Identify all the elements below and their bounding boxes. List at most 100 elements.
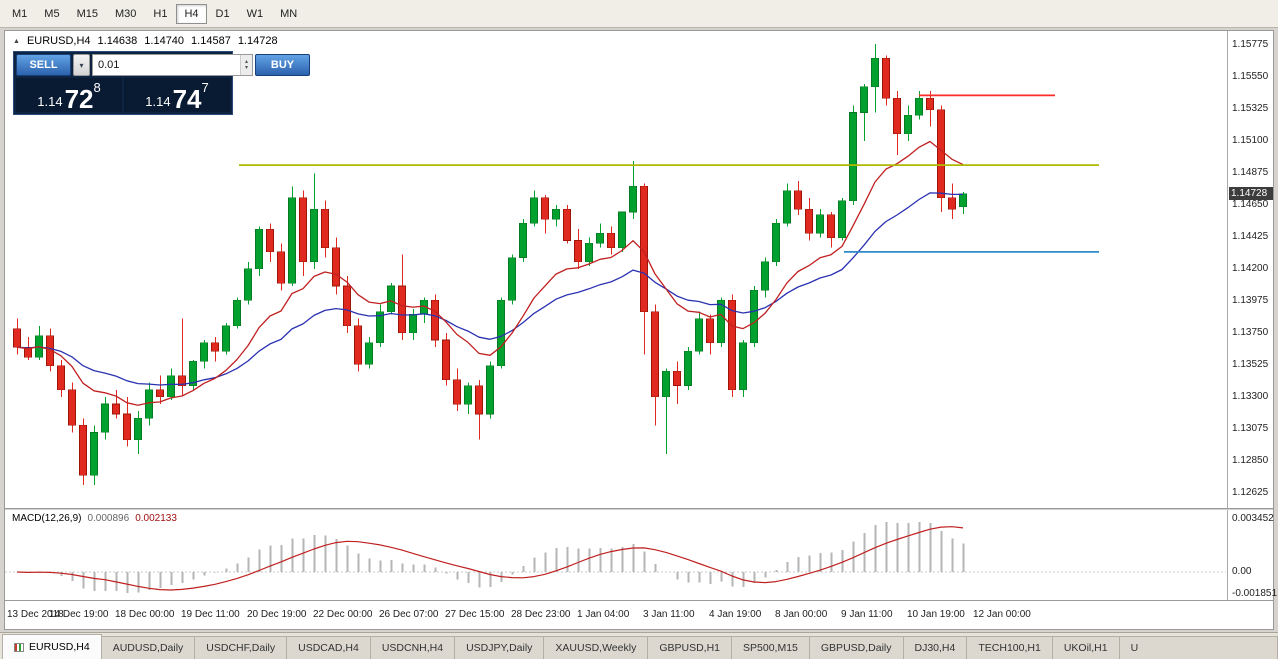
macd-histogram [27, 522, 965, 593]
chart-tab[interactable]: USDCNH,H4 [369, 636, 456, 659]
time-axis-label: 26 Dec 07:00 [379, 609, 439, 620]
macd-axis-min: -0.001851 [1232, 588, 1278, 599]
tab-label: DJ30,H4 [914, 642, 956, 654]
spinner-down-icon: ▾ [244, 65, 248, 71]
lot-dropdown-button[interactable]: ▾ [73, 54, 90, 76]
macd-signal-value: 0.002133 [135, 513, 177, 524]
price-axis-label: 1.14425 [1232, 230, 1269, 242]
tab-label: EURUSD,H4 [29, 641, 90, 653]
time-axis-label: 28 Dec 23:00 [511, 609, 571, 620]
price-axis-label: 1.12850 [1232, 454, 1269, 466]
chart-tab[interactable]: AUDUSD,Daily [100, 636, 196, 659]
time-axis-label: 14 Dec 19:00 [49, 609, 109, 620]
time-axis-label: 12 Jan 00:00 [973, 609, 1031, 620]
time-axis-label: 4 Jan 19:00 [709, 609, 762, 620]
chart-tab[interactable]: SP500,M15 [731, 636, 810, 659]
chart-tab-bar: EURUSD,H4 AUDUSD,Daily USDCHF,Daily USDCAD,… [0, 632, 1278, 659]
time-axis-label: 9 Jan 11:00 [841, 609, 893, 620]
chart-tab[interactable]: TECH100,H1 [966, 636, 1053, 659]
symbol-label: EURUSD,H4 [26, 35, 91, 47]
chart-tab[interactable]: USDJPY,Daily [454, 636, 545, 659]
sell-price-pips: 72 [64, 83, 94, 114]
timeframe-button-m1[interactable]: M1 [12, 7, 28, 20]
current-price-badge: 1.14728 [1229, 186, 1273, 200]
chart-tab[interactable]: U [1118, 636, 1278, 659]
chart-header: ▲ EURUSD,H4 1.14638 1.14740 1.14587 1.14… [13, 35, 278, 47]
tab-label: GBPUSD,H1 [659, 642, 721, 654]
buy-button[interactable]: BUY [255, 54, 310, 76]
chart-tab[interactable]: DJ30,H4 [902, 636, 968, 659]
tab-label: SP500,M15 [743, 642, 798, 654]
tab-label: USDCHF,Daily [206, 642, 276, 654]
tab-label: UKOil,H1 [1063, 642, 1108, 654]
buy-price[interactable]: 1.14 74 7 [124, 78, 230, 112]
main-chart-canvas[interactable] [5, 31, 1226, 508]
timeframe-button-d1[interactable]: D1 [215, 7, 230, 20]
time-axis-label: 18 Dec 00:00 [115, 609, 175, 620]
chart-icon [14, 642, 24, 652]
lot-field: ▴▾ [92, 54, 253, 76]
tab-label: USDCAD,H4 [298, 642, 359, 654]
trade-prices-row: 1.14 72 8 1.14 74 7 [16, 78, 230, 112]
timeframe-button-h4[interactable]: H4 [176, 3, 207, 24]
price-axis-label: 1.12625 [1232, 486, 1269, 498]
ma-slow-line [16, 192, 963, 386]
tab-label: AUDUSD,Daily [112, 642, 184, 654]
timeframe-button-m15[interactable]: M15 [76, 7, 98, 20]
price-axis-label: 1.13750 [1232, 326, 1269, 338]
price-axis[interactable]: 1.14728 1.15775 1.15550 1.15325 1.15100 1.14… [1227, 31, 1274, 508]
time-axis[interactable]: 13 Dec 2018 14 Dec 19:00 18 Dec 00:00 19 De… [5, 601, 1226, 629]
buy-price-figure: 1.14 [145, 94, 171, 110]
price-axis-label: 1.15325 [1232, 102, 1269, 114]
macd-main-value: 0.000896 [87, 513, 130, 524]
lot-spinner[interactable]: ▴ ▾ [240, 55, 252, 75]
timeframe-button-w1[interactable]: W1 [246, 7, 264, 20]
chart-tab[interactable]: USDCHF,Daily [194, 636, 288, 659]
time-axis-label: 3 Jan 11:00 [643, 609, 695, 620]
price-axis-label: 1.15550 [1232, 70, 1269, 82]
timeframe-button-m5[interactable]: M5 [44, 7, 60, 20]
macd-axis[interactable]: 0.003452 0.00 -0.001851 [1227, 510, 1278, 600]
chart-window: ▲ EURUSD,H4 1.14638 1.14740 1.14587 1.14… [4, 30, 1278, 630]
time-axis-label: 10 Jan 19:00 [907, 609, 965, 620]
macd-label: MACD(12,26,9) 0.000896 0.002133 [12, 513, 177, 524]
price-axis-label: 1.14650 [1232, 198, 1269, 210]
time-axis-label: 20 Dec 19:00 [247, 609, 307, 620]
timeframe-button-h1[interactable]: H1 [153, 7, 168, 20]
timeframe-button-m30[interactable]: M30 [114, 7, 137, 20]
price-axis-label: 1.13525 [1232, 358, 1269, 370]
chart-tab[interactable]: GBPUSD,Daily [808, 636, 904, 659]
chart-tab[interactable]: GBPUSD,H1 [647, 636, 733, 659]
pane-divider[interactable] [5, 508, 1273, 510]
time-axis-label: 22 Dec 00:00 [313, 609, 373, 620]
price-axis-label: 1.15100 [1232, 134, 1269, 146]
macd-canvas[interactable] [5, 510, 1226, 600]
tab-label: GBPUSD,Daily [820, 642, 892, 654]
high-value: 1.14740 [144, 35, 185, 47]
price-axis-label: 1.13300 [1232, 390, 1269, 402]
macd-signal-line [16, 526, 964, 591]
tab-label: TECH100,H1 [978, 642, 1041, 654]
macd-name: MACD(12,26,9) [12, 513, 82, 524]
buy-price-pips: 74 [172, 83, 202, 114]
price-axis-label: 1.13975 [1232, 294, 1269, 306]
candles-group [13, 44, 967, 486]
trade-controls-row: SELL ▾ ▴▾ BUY [16, 54, 310, 76]
chart-tab[interactable]: XAUUSD,Weekly [543, 636, 649, 659]
chart-tab[interactable]: USDCAD,H4 [286, 636, 371, 659]
tab-label: USDJPY,Daily [466, 642, 533, 654]
chart-tab[interactable]: EURUSD,H4 [2, 634, 102, 659]
ma-fast-line [16, 140, 964, 406]
chart-tab[interactable]: UKOil,H1 [1051, 636, 1120, 659]
timeframe-button-mn[interactable]: MN [280, 7, 298, 20]
macd-axis-max: 0.003452 [1232, 513, 1274, 524]
timeframe-bar: M1 M5 M15 M30 H1 H4 D1 W1 MN [0, 0, 1278, 28]
lot-size-input[interactable] [93, 55, 240, 75]
tab-label: XAUUSD,Weekly [555, 642, 637, 654]
sell-button[interactable]: SELL [16, 54, 71, 76]
open-value: 1.14638 [97, 35, 138, 47]
time-axis-label: 8 Jan 00:00 [775, 609, 828, 620]
tab-label: U [1130, 642, 1139, 654]
sell-price[interactable]: 1.14 72 8 [16, 78, 122, 112]
